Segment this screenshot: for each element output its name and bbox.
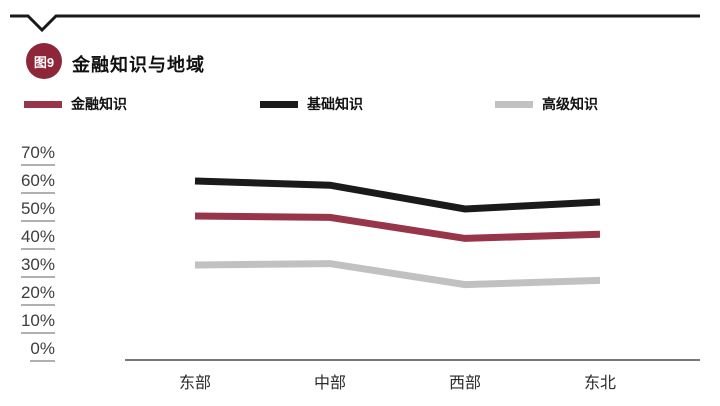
x-axis-category-label: 东部 <box>178 375 211 392</box>
legend-item-basic-knowledge: 基础知识 <box>260 96 363 112</box>
y-axis-tick-label: 50% <box>0 198 55 222</box>
legend-item-financial-knowledge: 金融知识 <box>24 96 127 112</box>
legend-label: 金融知识 <box>71 96 127 112</box>
line-series-1 <box>194 177 601 213</box>
y-axis-tick-label: 60% <box>0 170 55 194</box>
notch-line <box>10 14 700 33</box>
y-axis-tick-label: 30% <box>0 254 55 278</box>
legend-label: 高级知识 <box>542 96 598 112</box>
y-axis-tick-label: 0% <box>0 338 55 362</box>
figure-number-badge: 图9 <box>26 43 62 79</box>
top-notch-rule <box>10 14 700 33</box>
y-axis-tick-label: 10% <box>0 310 55 334</box>
x-axis-category-label: 中部 <box>313 375 346 392</box>
x-axis-category-label: 西部 <box>448 375 481 392</box>
y-tick-text: 60% <box>20 170 55 194</box>
legend-label: 基础知识 <box>307 96 363 112</box>
legend-swatch-financial-knowledge <box>24 100 62 108</box>
y-tick-text: 50% <box>20 198 55 222</box>
y-axis-tick-label: 70% <box>0 142 55 166</box>
page-title: 金融知识与地域 <box>72 55 205 75</box>
line-series-0 <box>194 212 601 242</box>
y-axis-tick-label: 20% <box>0 282 55 306</box>
legend-swatch-basic-knowledge <box>260 100 298 108</box>
x-axis-category-label: 东北 <box>583 375 616 392</box>
legend-item-advanced-knowledge: 高级知识 <box>495 96 598 112</box>
line-series-2 <box>194 260 601 289</box>
y-tick-text: 10% <box>20 310 55 334</box>
y-tick-text: 70% <box>20 142 55 166</box>
y-tick-text: 40% <box>20 226 55 250</box>
y-tick-text: 30% <box>20 254 55 278</box>
y-axis-tick-label: 40% <box>0 226 55 250</box>
y-tick-text: 20% <box>20 282 55 306</box>
y-tick-text: 0% <box>30 338 55 362</box>
legend-swatch-advanced-knowledge <box>495 100 533 108</box>
